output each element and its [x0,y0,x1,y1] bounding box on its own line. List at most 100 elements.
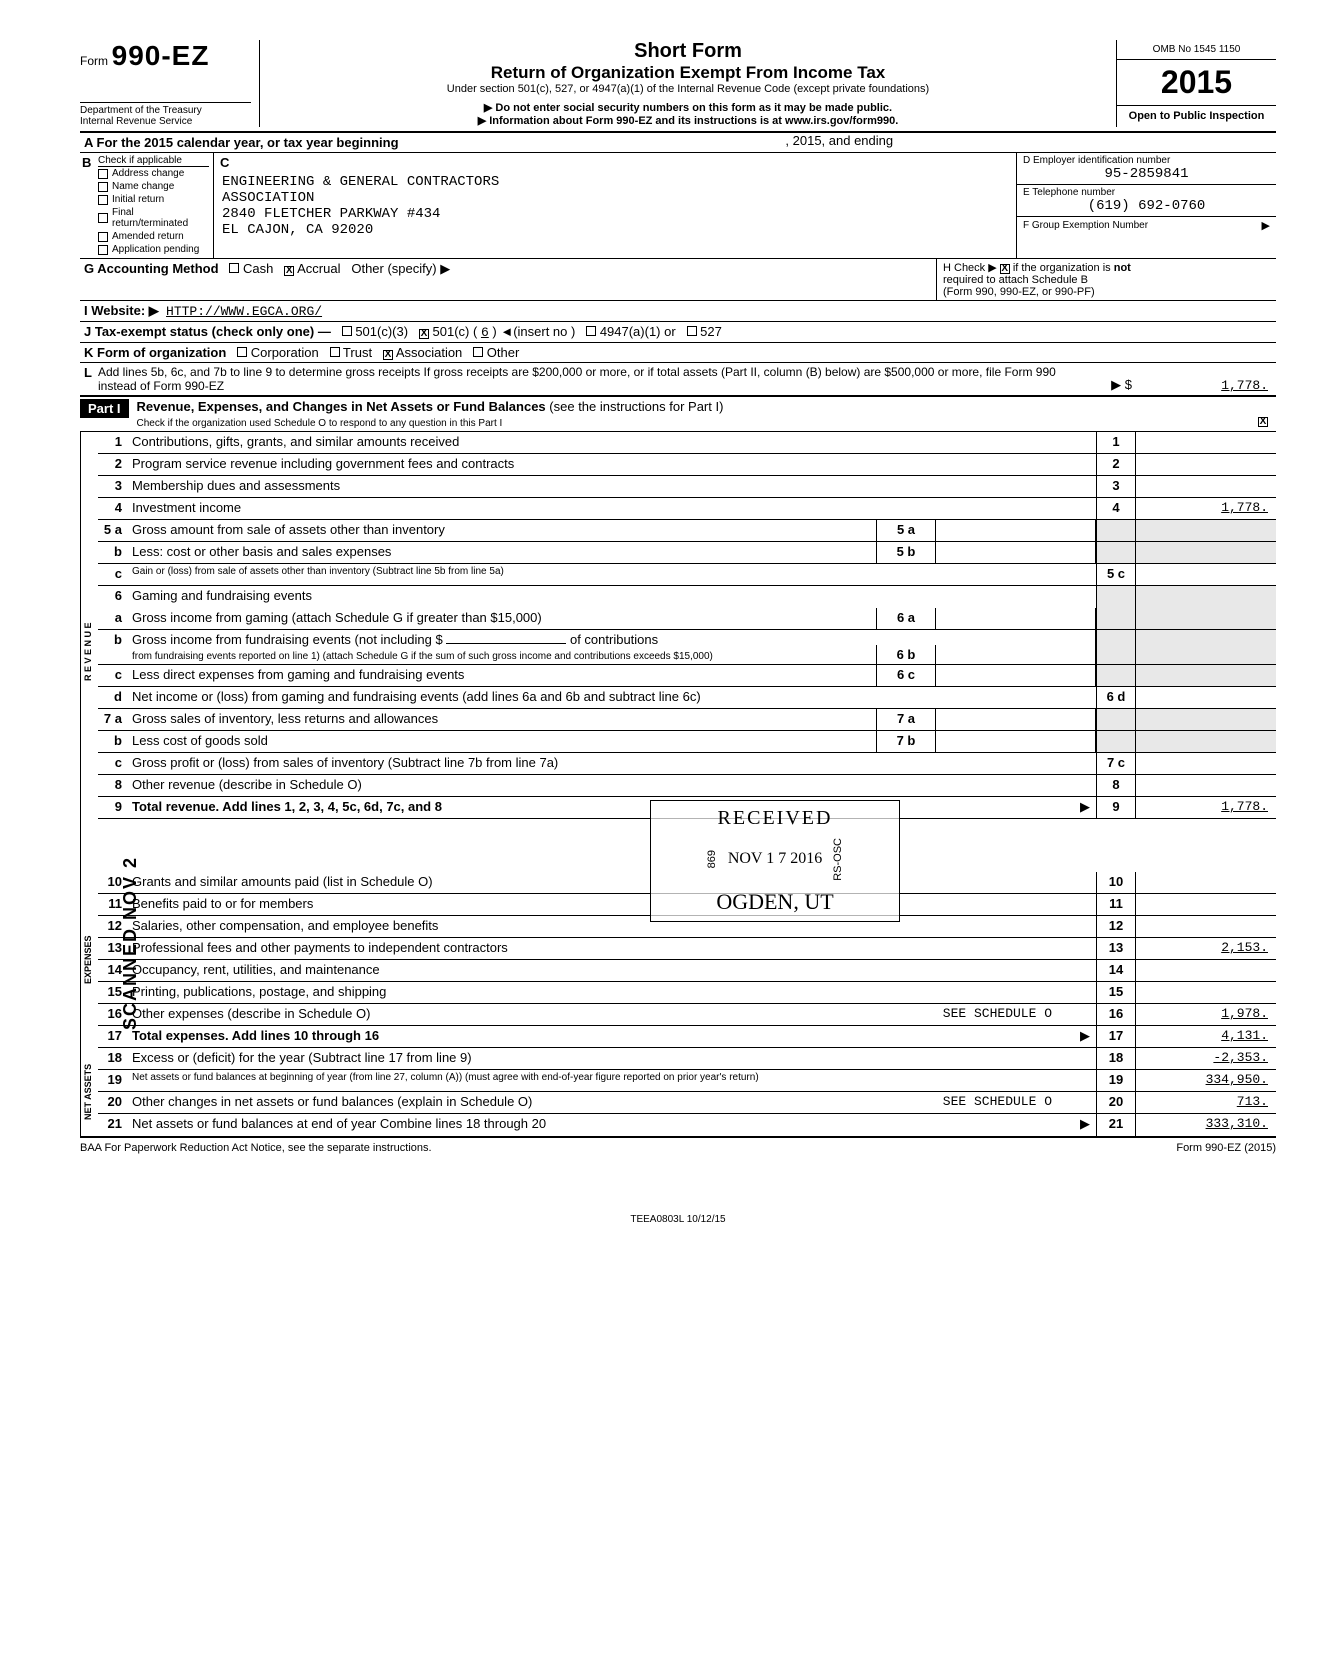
j-501c-pre: 501(c) ( [433,324,478,339]
line-3: 3 Membership dues and assessments 3 [98,476,1276,498]
j-501c-checkbox[interactable] [419,329,429,339]
check-initial-return[interactable]: Initial return [98,193,209,206]
stamp-side2: RS-OSC [832,838,844,881]
line-7a-value [936,709,1096,730]
section-d-label: D Employer identification number [1023,155,1270,166]
k-corporation-label: Corporation [251,345,319,360]
form-header-mid: Short Form Return of Organization Exempt… [260,40,1116,127]
part1-title: Revenue, Expenses, and Changes in Net As… [137,399,546,414]
line-9-arrow: ▶ [1074,797,1096,818]
j-501c3-label: 501(c)(3) [355,324,408,339]
part1-check-text: Check if the organization used Schedule … [137,418,503,429]
section-a-mid: , 2015, and ending [785,133,893,152]
line-5c-value [1136,564,1276,585]
section-k-label: K Form of organization [84,345,226,360]
section-g-label: G Accounting Method [84,261,219,276]
net-assets-side-label: NET ASSETS [80,1048,98,1136]
line-7b: b Less cost of goods sold 7 b [98,731,1276,753]
k-trust-label: Trust [343,345,372,360]
line-20: 20 Other changes in net assets or fund b… [98,1092,1276,1114]
section-h-checkbox[interactable] [1000,264,1010,274]
accrual-label: Accrual [297,261,340,276]
form-number: 990-EZ [112,40,210,71]
line-19: 19 Net assets or fund balances at beginn… [98,1070,1276,1092]
footer-left: BAA For Paperwork Reduction Act Notice, … [80,1142,432,1154]
bcdef-block: B Check if applicable Address change Nam… [80,153,1276,259]
check-amended-return[interactable]: Amended return [98,230,209,243]
cash-checkbox[interactable] [229,263,239,273]
section-k-row: K Form of organization Corporation Trust… [80,343,1276,363]
section-d: D Employer identification number 95-2859… [1017,153,1276,185]
line-21-arrow: ▶ [1074,1114,1096,1136]
section-c-block: C ENGINEERING & GENERAL CONTRACTORS ASSO… [214,153,1016,258]
line-6c: c Less direct expenses from gaming and f… [98,665,1276,687]
line-2: 2 Program service revenue including gove… [98,454,1276,476]
section-l-value: 1,778. [1136,376,1276,395]
warn-ssn: ▶ Do not enter social security numbers o… [268,101,1108,114]
line-5a-value [936,520,1096,541]
received-stamp: RECEIVED 869 NOV 1 7 2016 RS-OSC OGDEN, … [650,800,900,922]
line-5b-value [936,542,1096,563]
j-501c3-checkbox[interactable] [342,326,352,336]
line-17-value: 4,131. [1136,1026,1276,1047]
line-7c: c Gross profit or (loss) from sales of i… [98,753,1276,775]
short-form-title: Short Form [268,40,1108,63]
line-6b: b Gross income from fundraising events (… [98,630,1276,665]
right-info-block: D Employer identification number 95-2859… [1016,153,1276,258]
k-other-checkbox[interactable] [473,347,483,357]
j-527-checkbox[interactable] [687,326,697,336]
footer-mid: TEEA0803L 10/12/15 [80,1214,1276,1225]
k-association-checkbox[interactable] [383,350,393,360]
line-5c: c Gain or (loss) from sale of assets oth… [98,564,1276,586]
line-3-value [1136,476,1276,497]
check-address-change[interactable]: Address change [98,167,209,180]
check-if-applicable-col: Check if applicable Address change Name … [94,153,214,258]
k-trust-checkbox[interactable] [330,347,340,357]
line-6c-value [936,665,1096,686]
part1-label: Part I [80,399,129,418]
j-4947-checkbox[interactable] [586,326,596,336]
section-i-label: I Website: ▶ [84,303,159,318]
check-name-change[interactable]: Name change [98,180,209,193]
k-corporation-checkbox[interactable] [237,347,247,357]
short-form-subtitle: Return of Organization Exempt From Incom… [268,63,1108,83]
line-7c-value [1136,753,1276,774]
other-specify-label: Other (specify) ▶ [351,261,450,276]
form-header-right: OMB No 1545 1150 2015 Open to Public Ins… [1116,40,1276,127]
j-501c-post: ) ◄(insert no ) [492,324,575,339]
line-11-value [1136,894,1276,915]
section-l-row: L Add lines 5b, 6c, and 7b to line 9 to … [80,363,1276,396]
j-501c-num: 6 [481,325,489,340]
line-16-note: SEE SCHEDULE O [943,1006,1092,1021]
line-8-value [1136,775,1276,796]
line-4-value: 1,778. [1136,498,1276,519]
line-14: 14 Occupancy, rent, utilities, and maint… [98,960,1276,982]
line-8: 8 Other revenue (describe in Schedule O)… [98,775,1276,797]
accrual-checkbox[interactable] [284,266,294,276]
line-6: 6 Gaming and fundraising events [98,586,1276,608]
section-l-text: Add lines 5b, 6c, and 7b to line 9 to de… [94,363,1076,395]
line-20-note: SEE SCHEDULE O [943,1094,1092,1109]
line-10-value [1136,872,1276,893]
section-h-not: not [1114,262,1131,274]
check-application-pending[interactable]: Application pending [98,243,209,256]
section-j-label: J Tax-exempt status (check only one) — [84,324,331,339]
line-18: 18 Excess or (deficit) for the year (Sub… [98,1048,1276,1070]
line-13: 13 Professional fees and other payments … [98,938,1276,960]
dept-line2: Internal Revenue Service [80,116,251,127]
section-f: F Group Exemption Number ▶ [1017,217,1276,233]
line-5b: b Less: cost or other basis and sales ex… [98,542,1276,564]
part1-schedule-o-checkbox[interactable] [1258,417,1268,427]
under-section: Under section 501(c), 527, or 4947(a)(1)… [268,83,1108,95]
dept-block: Department of the Treasury Internal Reve… [80,102,251,127]
line-1-value [1136,432,1276,453]
phone-value: (619) 692-0760 [1023,198,1270,214]
line-1: 1 Contributions, gifts, grants, and simi… [98,432,1276,454]
check-final-return[interactable]: Final return/terminated [98,206,209,230]
line-6d-value [1136,687,1276,708]
org-addr-2: EL CAJON, CA 92020 [222,222,1008,238]
line-6a-value [936,608,1096,629]
section-b-label: B [80,153,94,258]
section-e-label: E Telephone number [1023,187,1270,198]
section-l-label: L [80,363,94,395]
